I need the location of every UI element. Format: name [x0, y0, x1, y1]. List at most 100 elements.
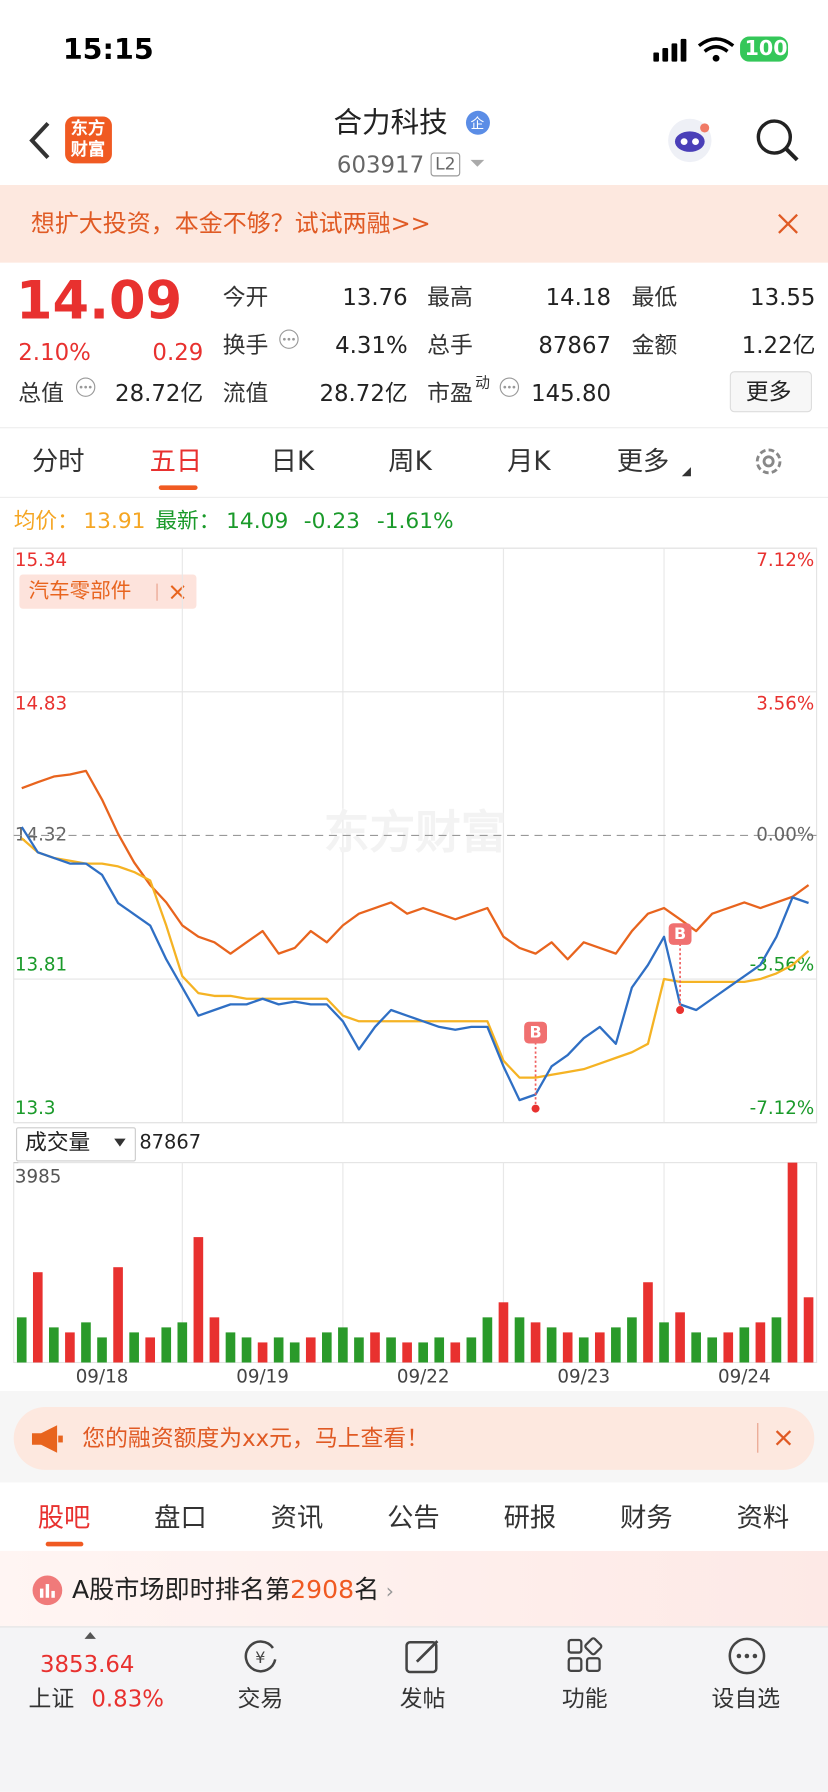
bottom-item[interactable]: 发帖	[399, 1684, 446, 1712]
volume-bar	[723, 1332, 734, 1363]
x-tick-label: 09/23	[557, 1366, 610, 1387]
banner-text[interactable]: 想扩大投资，本金不够？试试两融>>	[30, 209, 431, 237]
volume-tick-label: 3985	[15, 1166, 62, 1187]
volume-bar	[611, 1327, 621, 1363]
volume-bar	[177, 1322, 188, 1363]
volume-bar	[305, 1337, 316, 1363]
index-change[interactable]: 0.83%	[91, 1684, 164, 1712]
chart-tab-active[interactable]: 五日	[149, 447, 203, 477]
info-icon[interactable]	[75, 377, 96, 398]
robot-icon[interactable]	[666, 116, 714, 164]
sector-tag[interactable]	[19, 574, 197, 609]
dropdown-icon[interactable]	[469, 158, 485, 169]
volume-bar	[627, 1317, 637, 1363]
volume-bar	[354, 1337, 364, 1363]
field-value: 13.76	[342, 283, 408, 311]
dropdown-icon[interactable]	[113, 1138, 127, 1149]
level-tag[interactable]: L2	[430, 152, 461, 177]
content-tab[interactable]: 资料	[736, 1503, 790, 1534]
status-icons	[653, 36, 789, 62]
field-label: 最高	[427, 283, 473, 311]
ranking-bg[interactable]	[0, 1550, 828, 1627]
volume-bar	[257, 1342, 268, 1363]
trade-icon[interactable]: ¥	[241, 1637, 280, 1676]
volume-bar	[209, 1317, 220, 1363]
volume-bar	[803, 1297, 814, 1363]
chart-tab[interactable]: 日K	[270, 447, 315, 477]
change-pct: 2.10%	[18, 338, 91, 366]
chart-tab[interactable]: 月K	[507, 447, 551, 477]
y-tick-label: 14.83	[15, 693, 67, 714]
info-icon[interactable]	[499, 377, 520, 398]
tag-divider	[156, 583, 158, 601]
y2-tick-label: 7.12%	[756, 550, 814, 571]
search-button[interactable]	[754, 116, 802, 164]
x-tick-label: 09/22	[397, 1366, 450, 1387]
volume-selector[interactable]	[15, 1127, 136, 1162]
field-label: 今开	[222, 283, 269, 311]
ranking-text[interactable]: A股市场即时排名第2908名 ›	[71, 1576, 395, 1605]
promo-bg[interactable]	[13, 1407, 815, 1470]
content-tab[interactable]: 公告	[387, 1503, 440, 1534]
change: 0.29	[152, 338, 204, 366]
field-label: 最低	[631, 283, 678, 311]
volume-bar	[514, 1317, 525, 1363]
bottom-item[interactable]: 交易	[237, 1684, 284, 1712]
back-button[interactable]	[25, 120, 59, 161]
volume-bar	[675, 1312, 685, 1363]
volume-bar	[466, 1337, 477, 1363]
volume-title[interactable]: 成交量	[25, 1130, 91, 1156]
y2-tick-label: 3.56%	[756, 693, 814, 714]
content-tab[interactable]: 财务	[620, 1503, 673, 1534]
content-tab-active[interactable]: 股吧	[37, 1503, 91, 1534]
info-icon[interactable]	[279, 329, 300, 350]
tab-underline	[158, 485, 198, 490]
marker-box	[524, 1021, 547, 1044]
marker-label: B	[529, 1023, 541, 1042]
volume-bar	[418, 1342, 428, 1363]
function-icon[interactable]	[565, 1637, 604, 1676]
chart-tab[interactable]: 分时	[31, 447, 85, 477]
promo-divider	[757, 1423, 759, 1453]
volume-bar	[450, 1342, 461, 1363]
settings-button[interactable]	[751, 444, 785, 478]
status-time: 15:15	[62, 32, 154, 66]
field-value: 4.31%	[335, 331, 408, 359]
volume-bar	[659, 1322, 669, 1363]
bottom-item[interactable]: 设自选	[711, 1684, 781, 1712]
marker-box	[668, 923, 692, 945]
volume-bar	[739, 1327, 750, 1363]
svg-text:¥: ¥	[255, 1648, 265, 1667]
volume-bar	[161, 1327, 172, 1363]
chart-tab[interactable]: 周K	[388, 447, 432, 477]
index-value[interactable]: 3853.64	[39, 1650, 135, 1678]
bottom-item[interactable]: 功能	[561, 1684, 608, 1712]
price-line	[20, 826, 809, 1102]
more-button[interactable]: 更多	[745, 378, 792, 406]
volume-bar	[32, 1272, 43, 1363]
index-name[interactable]: 上证	[28, 1684, 75, 1712]
ranking-rank: 2908	[290, 1576, 355, 1605]
content-tab[interactable]: 资讯	[270, 1503, 324, 1534]
volume-bar	[145, 1337, 156, 1363]
more-button-bg[interactable]	[729, 371, 813, 413]
chart-tab[interactable]: 更多	[616, 447, 670, 477]
y-tick-label: 13.81	[15, 954, 67, 975]
close-button[interactable]	[777, 212, 800, 235]
volume-bar	[594, 1332, 605, 1363]
volume-bar	[81, 1322, 91, 1363]
volume-bar	[707, 1337, 718, 1363]
battery-level: 100	[744, 36, 788, 61]
x-tick-label: 09/19	[236, 1366, 289, 1387]
field-value: 145.80	[531, 379, 612, 407]
volume-bar	[97, 1337, 107, 1363]
content-tab[interactable]: 盘口	[154, 1503, 207, 1534]
post-icon[interactable]	[403, 1637, 442, 1676]
dropdown-icon[interactable]	[681, 466, 692, 477]
promo-text[interactable]: 您的融资额度为xx元，马上查看！	[82, 1424, 430, 1452]
content-tab[interactable]: 研报	[503, 1503, 557, 1534]
watchlist-icon[interactable]	[727, 1637, 766, 1676]
close-button[interactable]	[774, 1429, 792, 1447]
up-arrow	[84, 1632, 96, 1639]
